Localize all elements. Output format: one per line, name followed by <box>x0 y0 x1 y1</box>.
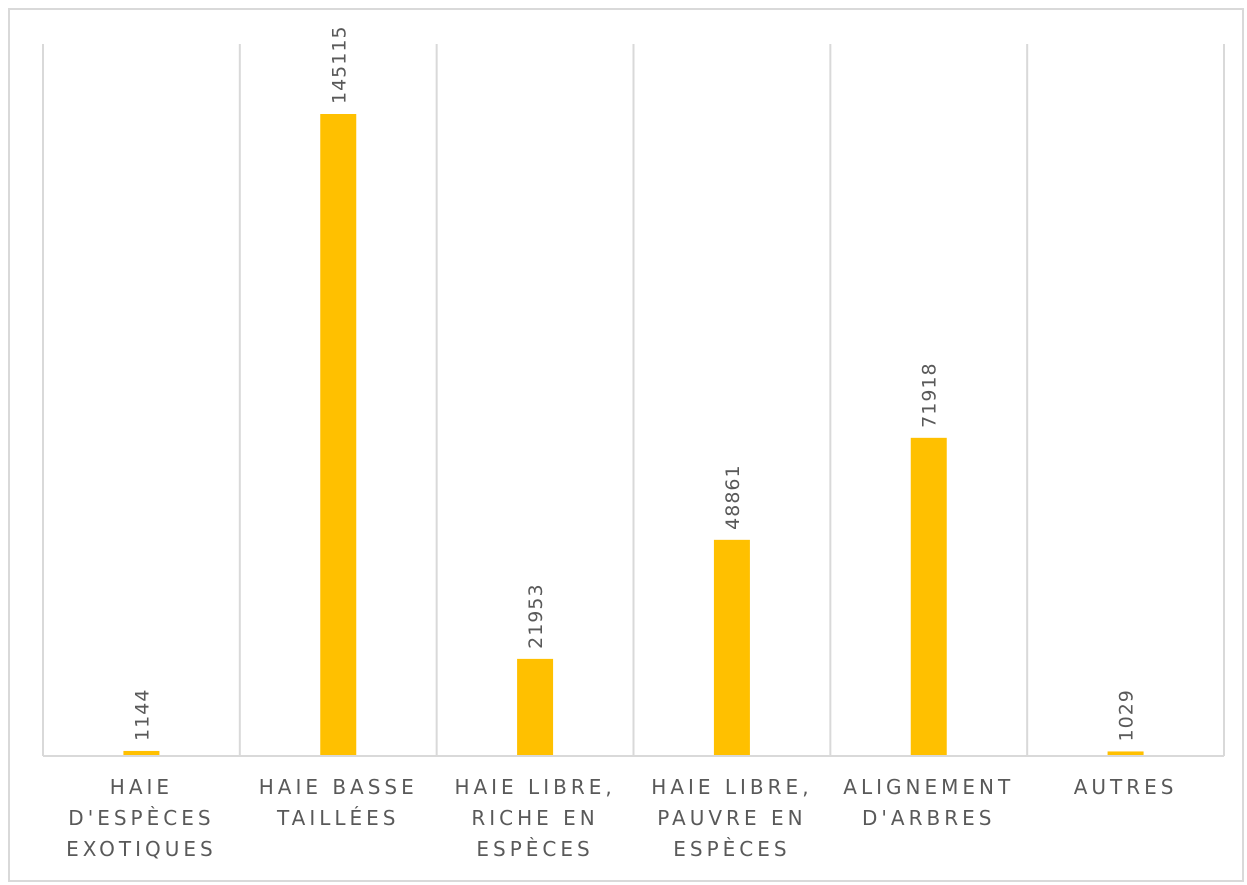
bar-1 <box>320 114 357 756</box>
bar-5 <box>1107 751 1144 756</box>
bar-0 <box>123 750 160 756</box>
chart-frame <box>8 8 1244 882</box>
category-label-5: AUTRES <box>1073 775 1178 799</box>
data-label-2: 21953 <box>525 583 547 648</box>
category-label-4: ALIGNEMENT D'ARBRES <box>843 775 1015 830</box>
data-label-3: 48861 <box>722 464 744 529</box>
bar-3 <box>713 539 750 756</box>
category-label-1: HAIE BASSE TAILLÉES <box>258 775 418 830</box>
bar-4 <box>910 437 947 756</box>
category-label-2: HAIE LIBRE, RICHE EN ESPÈCES <box>454 775 616 861</box>
data-label-0: 1144 <box>131 689 153 741</box>
category-label-0: HAIE D'ESPÈCES EXOTIQUES <box>66 775 217 861</box>
bar-2 <box>517 658 554 756</box>
data-label-5: 1029 <box>1116 689 1138 741</box>
category-label-3: HAIE LIBRE, PAUVRE EN ESPÈCES <box>651 775 813 861</box>
data-label-4: 71918 <box>919 362 941 427</box>
data-label-1: 145115 <box>328 25 350 104</box>
